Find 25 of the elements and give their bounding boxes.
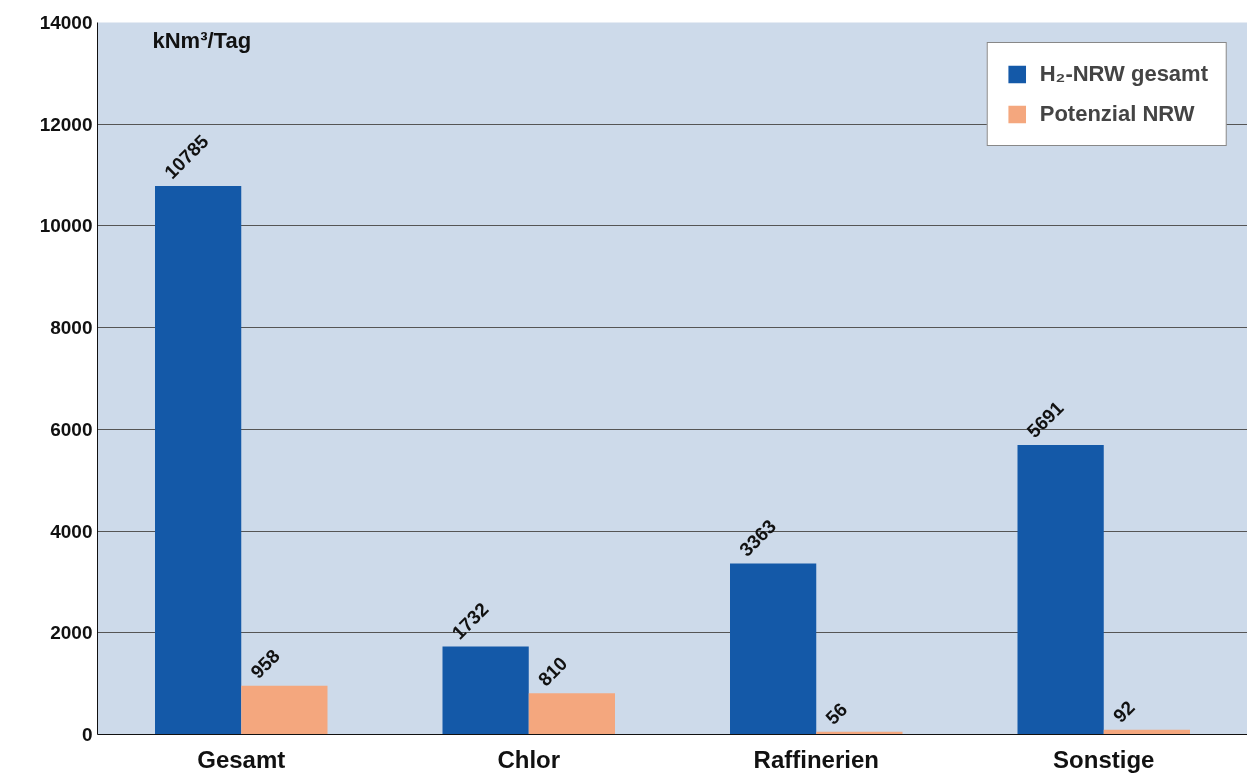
y-axis-title: kNm³/Tag [152, 27, 252, 53]
bar [730, 563, 817, 735]
y-tick-label: 8000 [50, 317, 93, 339]
y-tick-label: 6000 [50, 418, 93, 440]
y-tick-label: 4000 [50, 520, 93, 542]
bar [442, 646, 529, 735]
data-label: 810 [533, 652, 572, 691]
bar [528, 693, 615, 735]
y-tick-label: 0 [81, 724, 93, 745]
x-tick-label: Chlor [497, 745, 561, 773]
bar [155, 186, 242, 735]
data-label: 92 [1108, 696, 1139, 727]
data-label: 958 [246, 645, 284, 683]
bar [1017, 445, 1104, 735]
y-tick-label: 14000 [39, 12, 93, 33]
x-tick-label: Sonstige [1053, 745, 1155, 773]
x-tick-label: Gesamt [197, 745, 286, 773]
data-label: 56 [821, 698, 852, 729]
bar [241, 685, 328, 735]
legend-label: H₂-NRW gesamt [1039, 61, 1208, 87]
y-tick-label: 10000 [39, 215, 93, 237]
y-tick-label: 2000 [50, 622, 93, 644]
legend-label: Potenzial NRW [1039, 101, 1195, 127]
y-tick-label: 12000 [39, 113, 93, 135]
x-tick-label: Raffinerien [753, 745, 879, 773]
